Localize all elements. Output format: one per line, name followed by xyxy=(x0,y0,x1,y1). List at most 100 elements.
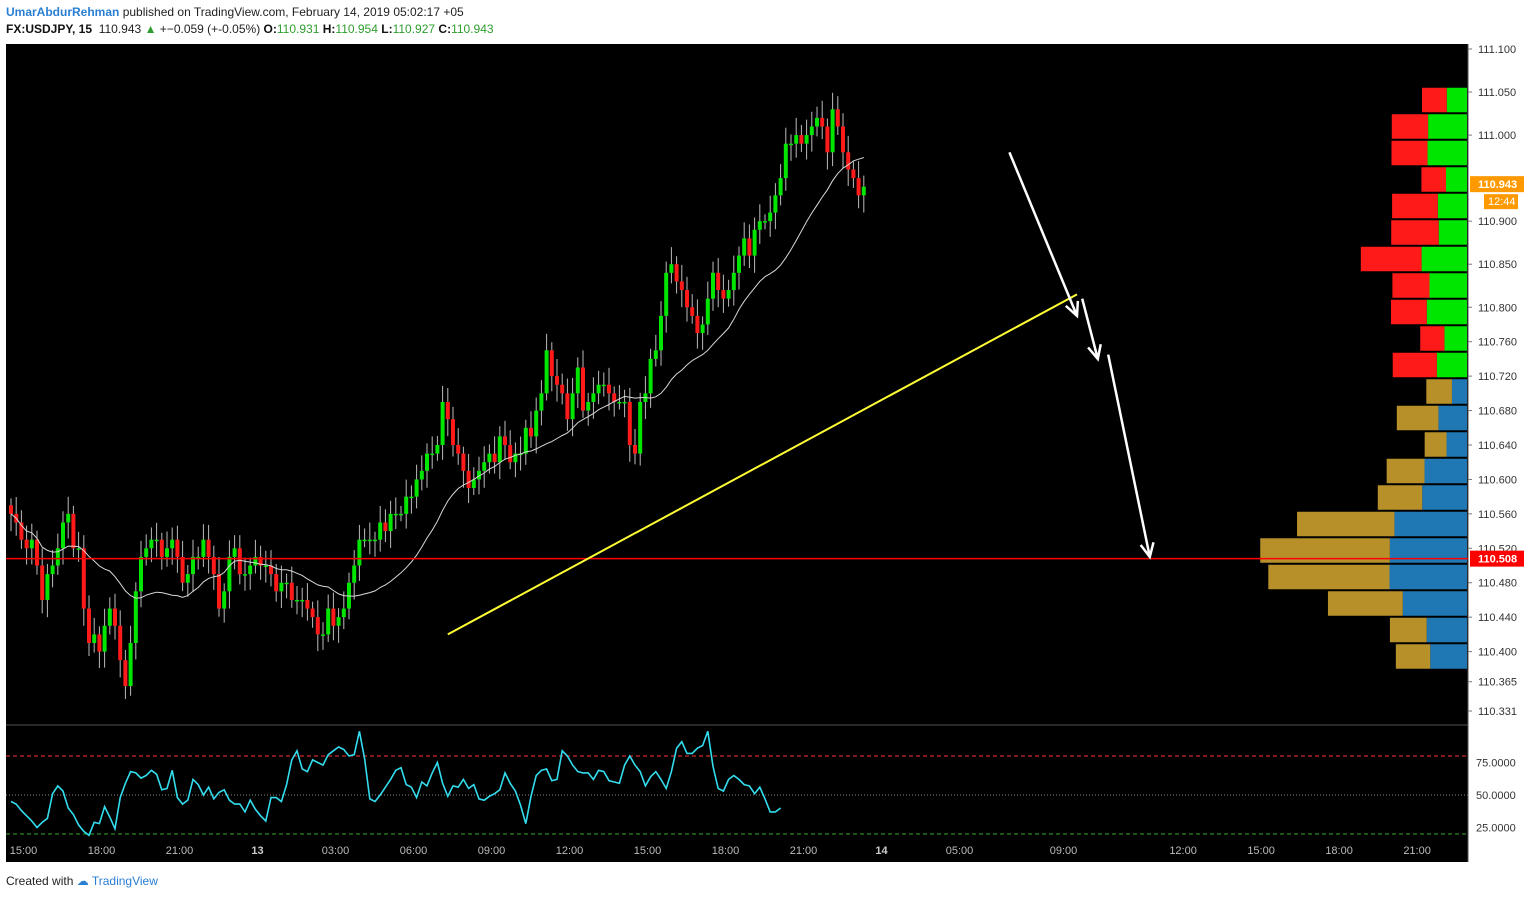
last-price-label: 110.943 xyxy=(1478,179,1517,191)
candle-body xyxy=(61,522,65,549)
candle-body xyxy=(570,393,575,420)
candle-body xyxy=(222,591,227,609)
oscillator-tick-label: 50.0000 xyxy=(1476,790,1516,802)
time-tick-label: 15:00 xyxy=(634,845,662,857)
candle-body xyxy=(471,479,476,489)
candle-body xyxy=(144,548,149,557)
candle-body xyxy=(139,556,143,592)
vp-row-up xyxy=(1427,140,1467,166)
low-value: 110.927 xyxy=(392,22,436,36)
price-tick-label: 110.365 xyxy=(1478,677,1517,689)
candle-body xyxy=(685,290,689,308)
candle-body xyxy=(50,565,55,575)
price-tick-label: 110.600 xyxy=(1478,474,1517,486)
candle-body xyxy=(253,556,258,566)
candle-body xyxy=(393,513,398,516)
candle-body xyxy=(529,427,533,437)
vp-row-up xyxy=(1394,511,1467,537)
symbol-label[interactable]: FX:USDJPY, 15 xyxy=(6,22,93,36)
created-with-label: Created with xyxy=(6,874,74,888)
candle-body xyxy=(721,290,726,299)
candle-body xyxy=(560,384,565,394)
publish-line: UmarAbdurRehman published on TradingView… xyxy=(6,4,494,21)
price-tick-label: 110.440 xyxy=(1478,612,1517,624)
candle-body xyxy=(341,608,346,618)
candle-body xyxy=(695,315,700,334)
candle-body xyxy=(487,453,492,463)
candle-body xyxy=(315,617,320,635)
candle-body xyxy=(232,548,237,557)
candle-body xyxy=(534,410,539,437)
vp-row-down xyxy=(1392,273,1430,298)
projection-arrows xyxy=(1008,151,1155,560)
candle-body xyxy=(435,444,440,454)
high-value: 110.954 xyxy=(335,22,378,36)
candle-body xyxy=(123,660,128,687)
candle-body xyxy=(180,556,185,583)
candle-body xyxy=(555,376,559,385)
vp-row-up xyxy=(1424,458,1467,484)
candle-body xyxy=(830,109,835,153)
price-tick-label: 110.331 xyxy=(1478,706,1517,718)
vp-row-up xyxy=(1429,273,1467,298)
tradingview-link[interactable]: TradingView xyxy=(91,874,158,888)
candle-body xyxy=(107,608,112,626)
footer: Created with ☁ TradingView xyxy=(6,874,158,888)
oscillator-line xyxy=(10,731,782,837)
price-tick-label: 110.640 xyxy=(1478,440,1517,452)
candle-body xyxy=(731,272,736,291)
candle-body xyxy=(627,401,632,445)
vp-row-up xyxy=(1426,617,1467,643)
support-price-badge xyxy=(1470,550,1524,567)
trend-line[interactable] xyxy=(447,293,1078,636)
candle-body xyxy=(752,229,757,256)
candle-body xyxy=(414,479,419,497)
candle-body xyxy=(700,324,705,334)
support-price-label: 110.508 xyxy=(1478,554,1517,566)
time-tick-label: 21:00 xyxy=(1403,845,1431,857)
candle-body xyxy=(815,117,819,127)
candle-body xyxy=(549,350,554,377)
candle-body xyxy=(87,608,91,643)
vp-row-down xyxy=(1386,458,1425,484)
price-tick-label: 110.680 xyxy=(1478,406,1517,418)
author-link[interactable]: UmarAbdurRehman xyxy=(6,5,120,19)
candle-body xyxy=(586,401,591,411)
candle-body xyxy=(861,186,866,196)
candle-body xyxy=(648,358,653,394)
candle-body xyxy=(258,556,263,566)
candle-body xyxy=(300,599,305,602)
oscillator-axis[interactable]: 75.0000 50.0000 25.0000 xyxy=(1476,758,1516,835)
candle-body xyxy=(778,178,783,196)
time-tick-label: 05:00 xyxy=(946,845,974,857)
candle-body xyxy=(789,143,793,146)
candle-body xyxy=(399,513,403,516)
candle-body xyxy=(289,582,294,600)
candle-body xyxy=(217,574,221,609)
candle-body xyxy=(71,513,76,549)
vp-row-down xyxy=(1395,644,1431,669)
price-axis[interactable]: 111.100 111.050 111.000 110.900 110.850 110.8… xyxy=(1468,44,1517,718)
candle-body xyxy=(388,513,393,532)
candle-body xyxy=(820,117,825,127)
candle-body xyxy=(201,539,206,557)
candle-body xyxy=(856,178,861,196)
candle-body xyxy=(55,548,60,566)
vp-row-down xyxy=(1422,87,1447,113)
open-value: 110.931 xyxy=(276,22,320,36)
candle-body xyxy=(185,574,190,583)
candle-body xyxy=(581,367,585,411)
candle-body xyxy=(196,556,201,559)
candle-body xyxy=(383,522,388,532)
time-axis[interactable]: 15:00 18:00 21:00 13 03:00 06:00 09:00 12:00 15:… xyxy=(10,845,1431,857)
candle-body xyxy=(477,470,481,480)
time-tick-label: 14 xyxy=(875,845,888,857)
candle-body xyxy=(768,212,773,222)
candle-body xyxy=(170,539,175,549)
candle-body xyxy=(149,539,154,549)
candle-body xyxy=(711,272,715,299)
candle-body xyxy=(451,419,455,445)
candle-body xyxy=(321,634,325,636)
candle-body xyxy=(591,393,596,402)
